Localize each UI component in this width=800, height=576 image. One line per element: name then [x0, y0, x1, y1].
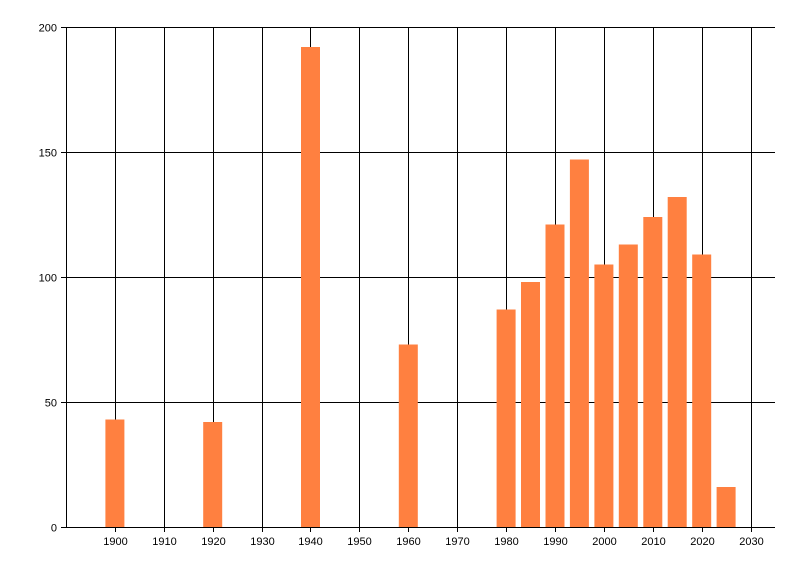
x-tick-label: 1920	[201, 536, 225, 548]
bar	[643, 217, 663, 527]
bar	[496, 309, 516, 527]
x-tick-label: 1980	[494, 536, 518, 548]
bar	[105, 419, 125, 527]
x-tick-label: 2020	[690, 536, 714, 548]
bar	[203, 422, 223, 527]
y-tick-label: 100	[39, 273, 57, 285]
y-tick-label: 0	[51, 523, 57, 535]
x-tick-label: 1970	[445, 536, 469, 548]
bars	[105, 47, 736, 527]
bar	[692, 254, 712, 527]
bar	[716, 487, 736, 527]
x-tick-label: 1960	[396, 536, 420, 548]
x-tick-label: 2000	[592, 536, 616, 548]
bar	[594, 264, 614, 527]
tick-labels: 0 50 100 150 200 1900 1910 1920 1930 1940 1950 1960…	[39, 23, 764, 549]
bar	[569, 159, 589, 527]
x-tick-label: 1900	[103, 536, 127, 548]
x-tick-label: 1930	[250, 536, 274, 548]
x-tick-label: 1990	[543, 536, 567, 548]
bar	[301, 47, 320, 527]
bar	[398, 344, 418, 527]
x-tick-label: 1910	[152, 536, 176, 548]
x-tick-label: 2010	[641, 536, 665, 548]
x-tick-label: 1940	[298, 536, 322, 548]
bar	[667, 197, 687, 527]
y-tick-label: 150	[39, 148, 57, 160]
x-tick-label: 1950	[347, 536, 371, 548]
y-tick-label: 50	[45, 398, 57, 410]
bar	[521, 282, 540, 527]
y-tick-label: 200	[39, 23, 57, 35]
bar	[545, 224, 565, 527]
axes	[61, 27, 775, 532]
x-tick-label: 2030	[739, 536, 763, 548]
bar	[618, 244, 638, 527]
